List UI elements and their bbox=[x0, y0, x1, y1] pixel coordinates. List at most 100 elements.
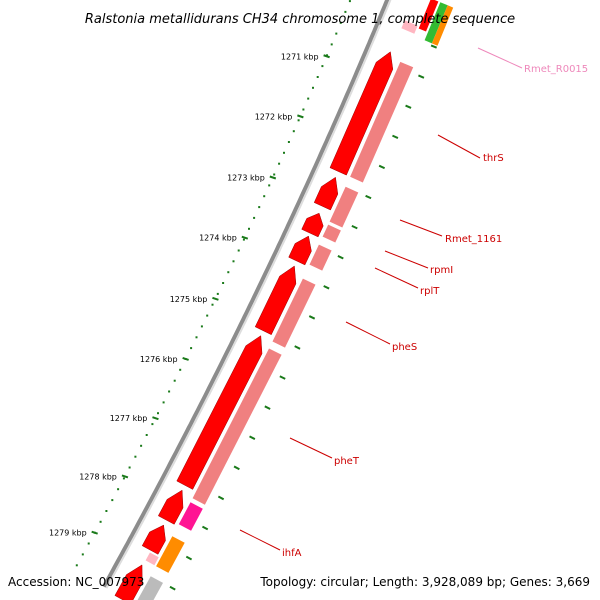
Rmet_1161-gene bbox=[313, 176, 339, 211]
leader-line bbox=[477, 47, 523, 69]
minor-tick bbox=[200, 325, 203, 328]
pheS-cds bbox=[272, 278, 316, 348]
Rmet_R0015-feature bbox=[401, 20, 418, 34]
gene-label-ihfA: ihfA bbox=[282, 548, 302, 559]
minor-tick bbox=[297, 119, 300, 122]
minor-tick bbox=[122, 477, 125, 480]
minor-tick bbox=[206, 314, 209, 317]
tick-label: 1279 kbp bbox=[49, 529, 87, 538]
inner-tick bbox=[185, 555, 193, 561]
minor-tick bbox=[268, 184, 271, 187]
leader-line bbox=[384, 250, 429, 269]
major-tick bbox=[152, 416, 159, 421]
inner-tick bbox=[294, 345, 301, 350]
tick-label: 1273 kbp bbox=[227, 174, 265, 183]
minor-tick bbox=[335, 32, 338, 35]
minor-tick bbox=[258, 206, 261, 209]
minor-tick bbox=[134, 455, 137, 458]
downstream-gene bbox=[141, 524, 166, 555]
inner-tick bbox=[217, 495, 225, 501]
major-tick bbox=[121, 474, 129, 479]
rplT-gene bbox=[288, 235, 312, 266]
minor-tick bbox=[111, 499, 114, 502]
minor-tick bbox=[307, 97, 310, 100]
major-tick bbox=[212, 296, 219, 301]
map-title: Ralstonia metallidurans CH34 chromosome … bbox=[85, 12, 515, 27]
minor-tick bbox=[237, 249, 240, 252]
backbone bbox=[102, 0, 392, 589]
minor-tick bbox=[227, 271, 230, 274]
minor-tick bbox=[292, 130, 295, 133]
top-orange-feature bbox=[431, 5, 454, 46]
minor-tick bbox=[326, 54, 328, 57]
inner-tick bbox=[264, 405, 271, 410]
minor-tick bbox=[248, 227, 250, 230]
tick-label: 1272 kbp bbox=[255, 112, 293, 121]
inner-tick bbox=[249, 435, 256, 440]
thrS-gene bbox=[329, 51, 394, 176]
leader-line bbox=[239, 529, 281, 551]
gene-label-pheT: pheT bbox=[334, 456, 360, 467]
inner-tick bbox=[308, 315, 316, 320]
inner-tick bbox=[323, 285, 330, 290]
minor-tick bbox=[232, 260, 235, 263]
major-tick bbox=[182, 357, 189, 361]
major-tick bbox=[241, 235, 249, 240]
top-green-feature bbox=[424, 2, 448, 44]
inner-tick bbox=[337, 255, 344, 260]
leader-line bbox=[399, 219, 443, 237]
minor-tick bbox=[287, 141, 290, 143]
gene-label-thrS: thrS bbox=[483, 153, 504, 164]
minor-tick bbox=[283, 151, 285, 154]
leader-line bbox=[437, 134, 481, 159]
minor-tick bbox=[273, 173, 276, 176]
minor-tick bbox=[190, 347, 193, 350]
pheT-cds bbox=[192, 348, 282, 505]
inner-tick bbox=[233, 465, 240, 471]
ihfA-cds bbox=[178, 502, 203, 531]
minor-tick bbox=[151, 423, 154, 426]
backbone-outer bbox=[102, 0, 390, 588]
inner-tick bbox=[392, 134, 399, 139]
pheS-gene bbox=[254, 265, 297, 336]
minor-tick bbox=[330, 43, 333, 46]
minor-tick bbox=[211, 303, 214, 306]
tick-label: 1275 kbp bbox=[170, 295, 208, 304]
gene-features bbox=[114, 0, 454, 600]
minor-tick bbox=[75, 564, 78, 567]
tick-label: 1276 kbp bbox=[140, 355, 178, 364]
summary-text: Topology: circular; Length: 3,928,089 bp… bbox=[259, 575, 590, 589]
minor-tick bbox=[168, 390, 171, 393]
inner-tick bbox=[169, 585, 176, 591]
orange-feature bbox=[156, 536, 185, 573]
inner-tick bbox=[201, 525, 209, 531]
lower-gene bbox=[114, 564, 143, 600]
minor-tick bbox=[344, 10, 347, 13]
inner-tick bbox=[430, 44, 438, 49]
bottom-pink-feature bbox=[145, 552, 159, 566]
minor-tick bbox=[157, 412, 159, 415]
minor-tick bbox=[117, 488, 120, 491]
ihfA-gene bbox=[157, 489, 184, 525]
gene-label-Rmet_1161: Rmet_1161 bbox=[445, 234, 502, 245]
major-tick bbox=[91, 530, 98, 535]
minor-tick bbox=[339, 21, 342, 24]
minor-tick bbox=[87, 542, 90, 545]
major-tick bbox=[269, 175, 277, 180]
minor-tick bbox=[253, 216, 256, 219]
minor-tick bbox=[173, 379, 176, 382]
gene-label-rpmI: rpmI bbox=[430, 265, 453, 276]
minor-tick bbox=[321, 65, 324, 68]
minor-tick bbox=[316, 76, 319, 78]
Rmet_1161-cds bbox=[329, 186, 359, 228]
minor-tick bbox=[128, 466, 131, 469]
leader-line bbox=[374, 267, 419, 289]
kbp-ticks: 1271 kbp 1272 kbp 1273 kbp 1274 kbp 1275 kbp… bbox=[49, 0, 438, 591]
tick-label: 1271 kbp bbox=[281, 52, 319, 61]
minor-tick bbox=[195, 336, 198, 339]
gene-labels: Rmet_R0015 thrS Rmet_1161 rpmI rplT pheS pheT i… bbox=[239, 47, 588, 559]
major-tick bbox=[297, 114, 304, 119]
gene-label-rplT: rplT bbox=[420, 286, 440, 297]
minor-tick bbox=[263, 195, 266, 198]
tick-label: 1278 kbp bbox=[79, 472, 117, 481]
